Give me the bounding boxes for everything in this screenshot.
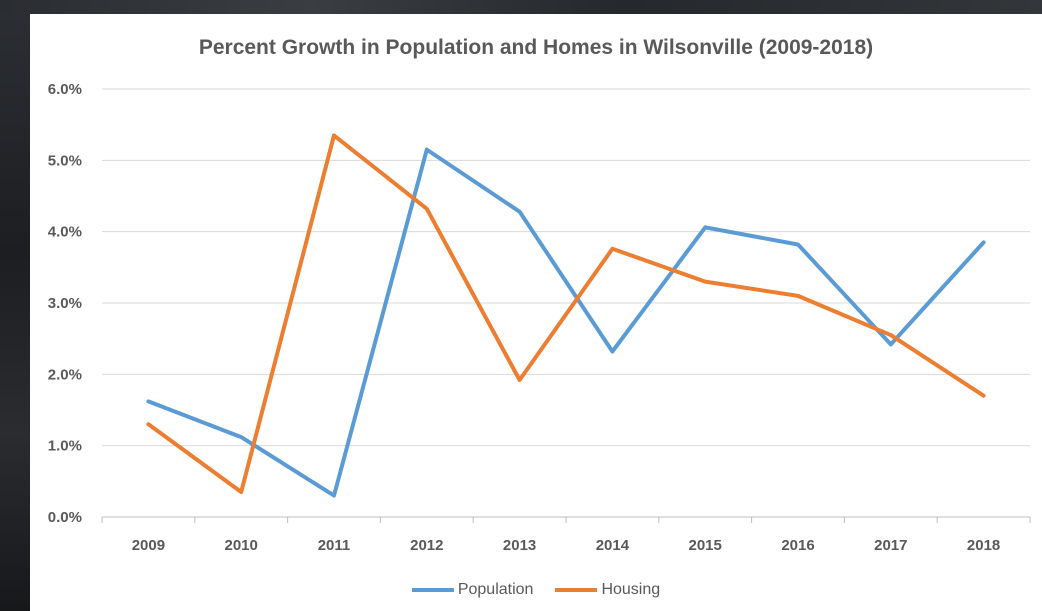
chart-title: Percent Growth in Population and Homes i…: [198, 36, 874, 59]
y-tick-label: 4.0%: [48, 224, 82, 241]
y-tick-label: 0.0%: [48, 509, 82, 526]
legend-item: Housing: [555, 581, 660, 599]
y-tick-label: 1.0%: [48, 438, 82, 455]
x-tick-label: 2018: [967, 537, 1000, 554]
x-tick-label: 2016: [781, 537, 814, 554]
x-tick-label: 2015: [689, 537, 722, 554]
x-tick-label: 2011: [318, 537, 351, 554]
x-tick-label: 2013: [503, 537, 536, 554]
y-tick-label: 2.0%: [48, 366, 82, 383]
x-tick-label: 2012: [410, 537, 443, 554]
legend-item: Population: [411, 581, 534, 599]
legend-swatch: [411, 588, 454, 592]
background-strip-left: [0, 14, 30, 611]
background-strip-top: [0, 0, 1042, 14]
y-tick-label: 3.0%: [48, 295, 82, 312]
series-line-housing: [146, 133, 986, 494]
x-tick-label: 2010: [225, 537, 258, 554]
legend-swatch: [555, 588, 598, 592]
chart-plot-area: 0.0% 1.0% 2.0% 3.0% 4.0% 5.0% 6.0% 2009 2010 2011…: [48, 81, 1031, 554]
legend-label: Housing: [601, 581, 661, 598]
chart-legend: Population Housing: [30, 578, 1042, 602]
chart-panel: Percent Growth in Population and Homes i…: [30, 14, 1042, 611]
y-tick-label: 5.0%: [48, 152, 82, 169]
y-tick-label: 6.0%: [48, 81, 82, 98]
legend-label: Population: [457, 581, 534, 598]
x-tick-label: 2009: [132, 537, 165, 554]
x-tick-label: 2014: [596, 537, 630, 554]
x-tick-label: 2017: [874, 537, 907, 554]
series-line-population: [146, 147, 986, 498]
